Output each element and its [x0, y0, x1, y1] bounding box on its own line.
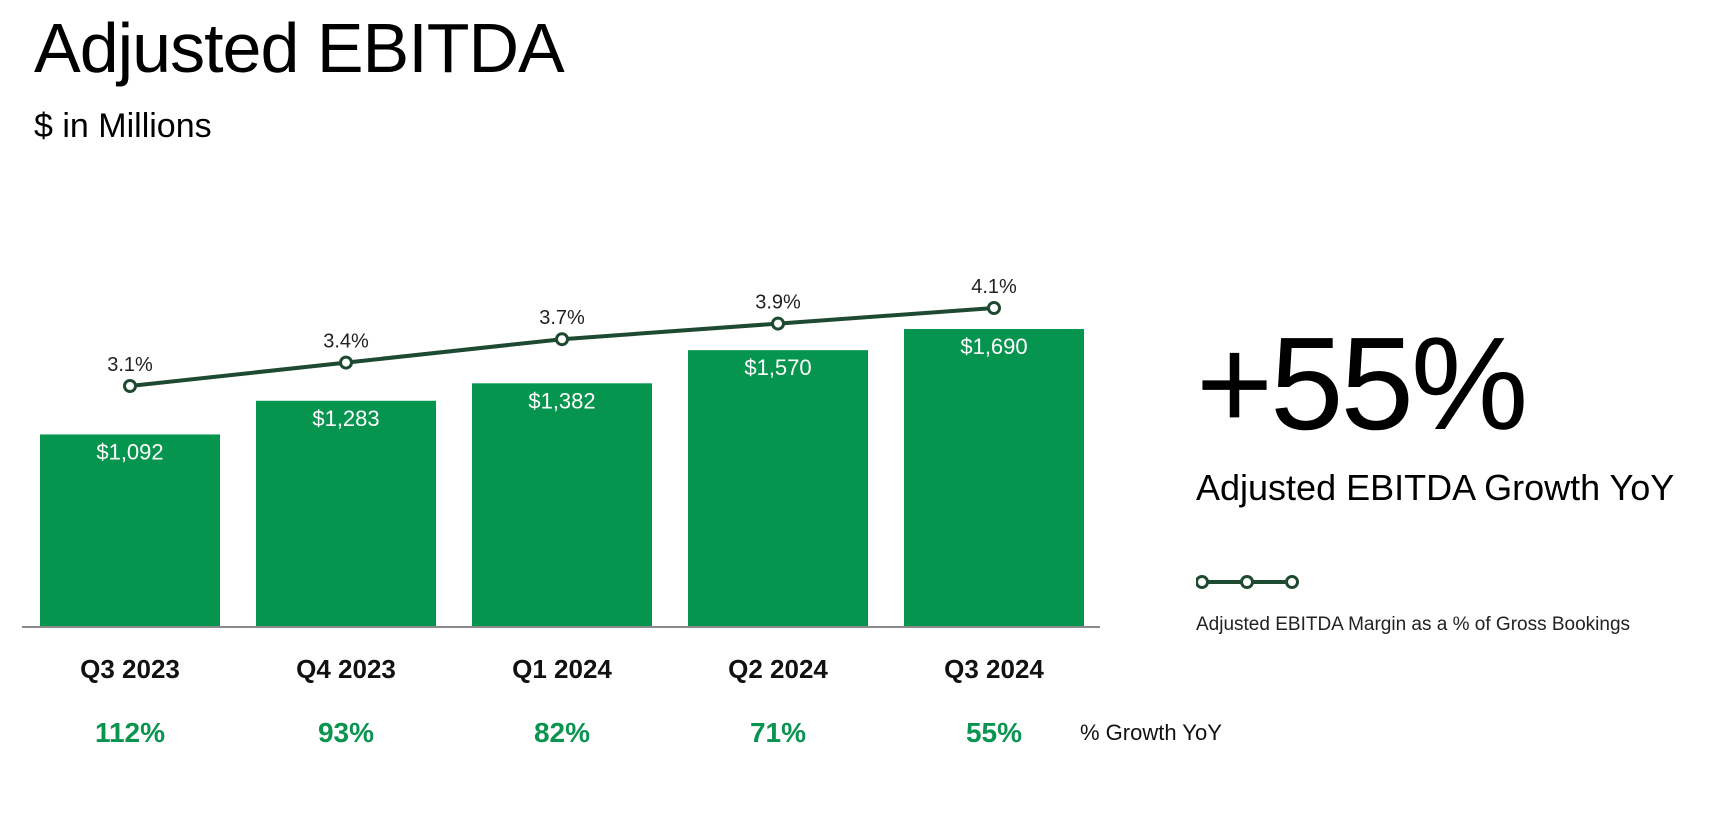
bar-value-label: $1,570	[744, 355, 811, 380]
growth-highlight-label: Adjusted EBITDA Growth YoY	[1196, 467, 1675, 508]
bar-q2-2024	[688, 350, 868, 627]
category-label: Q2 2024	[728, 654, 828, 684]
category-label: Q4 2023	[296, 654, 396, 684]
bar-q3-2023	[40, 434, 220, 627]
growth-yoy-value: 71%	[750, 717, 806, 748]
margin-point	[555, 332, 569, 347]
margin-line-legend-swatch	[1196, 575, 1299, 589]
legend-marker	[1240, 575, 1254, 589]
legend-label-margin: Adjusted EBITDA Margin as a % of Gross B…	[1196, 614, 1631, 635]
margin-point	[339, 355, 353, 370]
category-label: Q1 2024	[512, 654, 612, 684]
growth-yoy-value: 112%	[95, 717, 165, 748]
margin-value-label: 3.9%	[755, 292, 801, 314]
margin-point	[771, 316, 785, 331]
growth-row-label: % Growth YoY	[1080, 720, 1222, 745]
bar-value-label: $1,382	[528, 388, 595, 413]
growth-yoy-value: 93%	[318, 717, 374, 748]
margin-point	[987, 301, 1001, 315]
bar-q3-2024	[904, 329, 1084, 627]
growth-yoy-value: 55%	[966, 717, 1022, 748]
margin-value-label: 4.1%	[971, 276, 1017, 298]
bar-q1-2024	[472, 383, 652, 627]
margin-point	[123, 379, 137, 393]
bar-q4-2023	[256, 400, 436, 627]
margin-value-label: 3.7%	[539, 307, 585, 329]
category-label: Q3 2023	[80, 654, 180, 684]
page-subtitle: $ in Millions	[34, 107, 212, 145]
legend-marker	[1285, 575, 1299, 589]
margin-value-label: 3.1%	[107, 354, 153, 376]
growth-yoy-value: 82%	[534, 717, 590, 748]
growth-highlight-value: +55%	[1196, 310, 1528, 457]
bar-value-label: $1,690	[960, 334, 1027, 359]
category-label: Q3 2024	[944, 654, 1044, 684]
bar-value-label: $1,092	[96, 439, 163, 464]
margin-value-label: 3.4%	[323, 331, 369, 353]
page-title: Adjusted EBITDA	[34, 9, 565, 87]
bar-value-label: $1,283	[312, 406, 379, 431]
legend-marker	[1196, 575, 1209, 589]
